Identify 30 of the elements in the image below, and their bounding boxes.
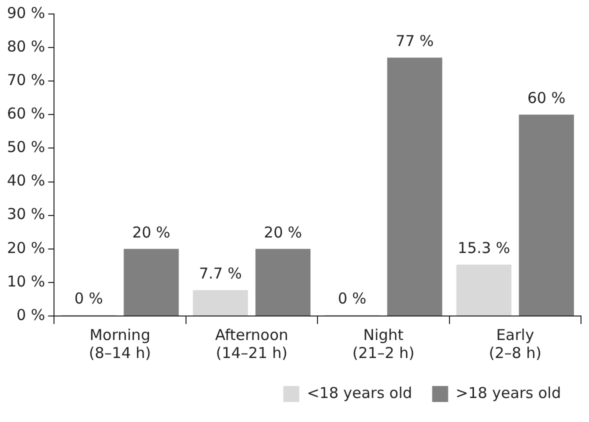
x-tick-label: Afternoon (14–21 h) bbox=[215, 326, 288, 362]
bar bbox=[124, 248, 179, 316]
data-label: 7.7 % bbox=[198, 264, 242, 283]
legend-label: >18 years old bbox=[456, 384, 562, 402]
y-tick-label: 60 % bbox=[7, 104, 46, 123]
data-label: 60 % bbox=[527, 89, 566, 108]
x-tick-label: Early (2–8 h) bbox=[488, 326, 542, 362]
y-tick-label: 80 % bbox=[7, 37, 46, 56]
bar bbox=[387, 58, 442, 316]
data-label: 20 % bbox=[264, 223, 302, 242]
data-label: 0 % bbox=[74, 289, 103, 308]
bar bbox=[456, 264, 512, 316]
bar bbox=[192, 290, 248, 316]
legend-label: <18 years old bbox=[306, 384, 412, 402]
y-tick-label: 70 % bbox=[7, 71, 46, 89]
data-label: 20 % bbox=[132, 223, 170, 242]
y-tick-label: 40 % bbox=[7, 172, 46, 190]
x-tick-label: Morning (8–14 h) bbox=[88, 326, 152, 362]
x-tick-label: Night (21–2 h) bbox=[352, 326, 414, 362]
bar bbox=[255, 248, 311, 316]
y-tick-label: 20 % bbox=[7, 238, 46, 257]
y-tick-label: 0 % bbox=[16, 306, 46, 324]
y-tick-label: 30 % bbox=[7, 205, 46, 224]
bar bbox=[518, 114, 574, 316]
y-tick-label: 90 % bbox=[7, 4, 46, 22]
y-tick-label: 50 % bbox=[7, 138, 46, 156]
data-label: 77 % bbox=[396, 32, 434, 50]
data-label: 0 % bbox=[338, 289, 366, 308]
data-label: 15.3 % bbox=[458, 239, 510, 258]
y-tick-label: 10 % bbox=[7, 272, 46, 290]
